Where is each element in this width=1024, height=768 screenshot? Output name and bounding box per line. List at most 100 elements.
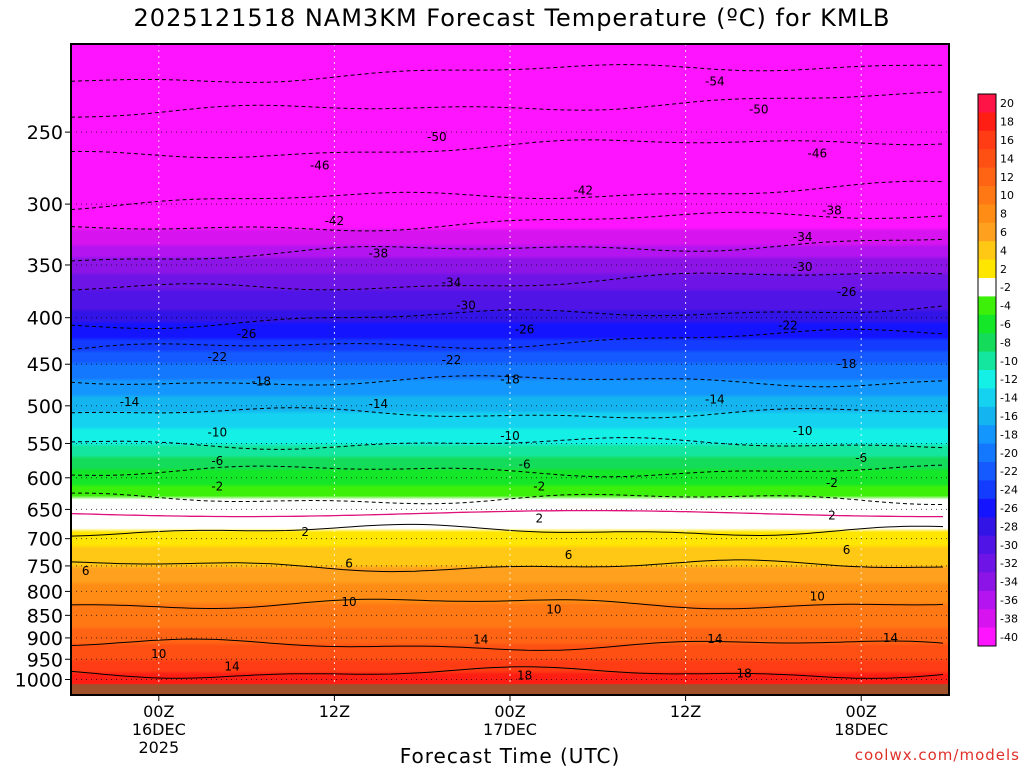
x-tick-label: 00Z: [143, 702, 174, 721]
colorbar-swatch: [978, 443, 996, 463]
colorbar-swatch: [978, 241, 996, 261]
colorbar-label: -2: [1000, 281, 1011, 294]
y-tick-label: 350: [27, 255, 63, 277]
y-tick-label: 650: [27, 499, 63, 521]
colorbar-swatch: [978, 406, 996, 426]
colorbar-label: 12: [1000, 171, 1014, 184]
isotherm-line: [71, 64, 943, 83]
colorbar-label: -30: [1000, 539, 1018, 552]
colorbar-label: -40: [1000, 631, 1018, 644]
colorbar-swatch: [978, 204, 996, 224]
contour-label: -14: [705, 392, 725, 406]
contour-label: -2: [826, 476, 838, 490]
colorbar-label: -14: [1000, 392, 1018, 405]
colorbar-label: -6: [1000, 318, 1011, 331]
colorbar-label: -22: [1000, 465, 1018, 478]
colorbar-label: 16: [1000, 134, 1014, 147]
colorbar-label: -8: [1000, 336, 1011, 349]
contour-label: -38: [822, 204, 842, 218]
isotherm-line: [71, 272, 944, 291]
contour-label: -42: [573, 184, 593, 198]
colorbar-label: -12: [1000, 373, 1018, 386]
colorbar-swatch: [978, 130, 996, 150]
isotherm-line: [71, 211, 944, 232]
contour-label: -2: [533, 479, 545, 493]
colorbar-label: -18: [1000, 428, 1018, 441]
y-tick-label: 600: [27, 468, 63, 490]
contour-label: 2: [301, 525, 309, 539]
colorbar-swatch: [978, 480, 996, 500]
contour-label: -14: [120, 395, 140, 409]
colorbar-swatch: [978, 425, 996, 445]
isotherm-line: [71, 91, 944, 118]
contour-label: -10: [500, 429, 520, 443]
y-tick-label: 500: [27, 396, 63, 418]
contour-label: -6: [211, 454, 223, 468]
y-axis: 2503003504004505005506006507007508008509…: [15, 122, 71, 692]
contour-label: -22: [442, 353, 462, 367]
colorbar-label: 2: [1000, 263, 1007, 276]
contour-label: -18: [500, 373, 520, 387]
credit-text: coolwx.com/models: [854, 746, 1020, 764]
colorbar-label: -34: [1000, 576, 1018, 589]
colorbar-label: 6: [1000, 226, 1007, 239]
colorbar-swatch: [978, 590, 996, 610]
x-tick-label: 00Z: [494, 702, 525, 721]
y-tick-label: 450: [27, 354, 63, 376]
colorbar-swatch: [978, 167, 996, 187]
colorbar-swatch: [978, 112, 996, 132]
contour-label: 14: [473, 633, 488, 647]
y-tick-label: 250: [27, 122, 63, 144]
contour-label: -10: [793, 424, 813, 438]
contour-label: -50: [427, 130, 447, 144]
contour-label: -34: [442, 276, 462, 290]
contour-label: -34: [793, 230, 813, 244]
colorbar-label: 20: [1000, 97, 1014, 110]
colorbar-swatch: [978, 370, 996, 389]
x-tick-label: 16DEC: [132, 720, 186, 739]
contour-label: -50: [749, 102, 769, 116]
contour-label: 2: [535, 511, 543, 525]
x-tick-label: 2025: [138, 738, 179, 757]
contour-label: 6: [843, 543, 851, 557]
colorbar-swatch: [978, 462, 996, 481]
colorbar-label: 18: [1000, 116, 1014, 129]
isotherm-line: [71, 328, 944, 351]
colorbar-swatch: [978, 149, 996, 169]
y-tick-label: 900: [27, 628, 63, 650]
isotherm-labels: -54 -50 -50 -46 -46 -42 -42 -38 -38 -34 -34 -30 -30 -…: [82, 75, 898, 683]
colorbar-swatch: [978, 554, 996, 573]
y-tick-label: 700: [27, 529, 63, 551]
colorbar-label: -32: [1000, 557, 1018, 570]
colorbar-swatch: [978, 351, 996, 371]
y-tick-label: 400: [27, 308, 63, 330]
isotherm-line: [71, 180, 944, 210]
contour-label: -18: [251, 374, 271, 388]
colorbar-swatch: [978, 627, 996, 647]
colorbar-label: -24: [1000, 484, 1018, 497]
colorbar-label: 4: [1000, 244, 1007, 257]
freezing-line: [71, 509, 943, 518]
x-tick-label: 17DEC: [483, 720, 537, 739]
x-tick-label: 00Z: [846, 702, 877, 721]
isotherm-line: [71, 638, 944, 651]
colorbar-swatch: [978, 572, 996, 592]
colorbar-swatch: [978, 333, 996, 353]
isotherm-line: [71, 305, 944, 330]
contour-label: -10: [208, 426, 228, 440]
isotherm-line: [71, 407, 944, 419]
contour-label: -46: [310, 158, 330, 172]
contour-label: -46: [807, 147, 827, 161]
contour-label: 6: [345, 556, 353, 570]
x-tick-label: 18DEC: [834, 720, 888, 739]
colorbar: 20 18 16 14 12 10 8 6 4 2 -2 -4 -6 -8 -10 -12 -14 -16 -18 -…: [977, 93, 1018, 647]
contour-label: 10: [546, 603, 561, 617]
contour-label: -26: [515, 322, 535, 336]
y-tick-label: 750: [27, 556, 63, 578]
colorbar-label: -38: [1000, 612, 1018, 625]
colorbar-label: -16: [1000, 410, 1018, 423]
y-tick-label: 800: [27, 581, 63, 603]
grid-lines: [71, 44, 949, 695]
contour-label: 6: [565, 548, 573, 562]
